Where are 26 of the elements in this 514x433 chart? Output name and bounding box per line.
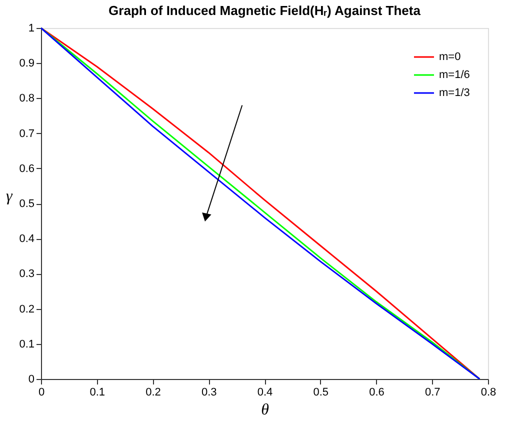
x-tick-label: 0.8: [480, 386, 496, 398]
chart-title: Graph of Induced Magnetic Field(Hᵣ) Against Theta: [108, 3, 422, 18]
y-axis-title: γ: [6, 188, 14, 205]
x-tick-label: 0: [38, 386, 45, 398]
x-tick-label: 0.2: [146, 386, 161, 398]
y-tick-label: 0.8: [19, 92, 34, 105]
y-tick-label: 0.4: [19, 233, 34, 246]
legend-label: m=1/3: [439, 87, 470, 99]
legend-label: m=0: [439, 51, 461, 63]
y-tick-label: 0.6: [19, 162, 34, 175]
y-tick-label: 0.1: [19, 338, 34, 350]
y-tick-label: 0.2: [19, 303, 34, 316]
x-tick-label: 0.3: [201, 386, 217, 398]
x-tick-label: 0.7: [424, 386, 440, 398]
y-tick-label: 1: [28, 22, 34, 34]
x-tick-label: 0.5: [313, 386, 329, 398]
y-tick-label: 0: [28, 374, 34, 386]
y-tick-label: 0.3: [19, 268, 34, 280]
y-tick-label: 0.5: [19, 198, 34, 210]
x-tick-label: 0.6: [369, 386, 384, 398]
y-tick-label: 0.7: [19, 128, 34, 140]
legend-label: m=1/6: [439, 69, 470, 81]
x-axis-title: θ: [261, 402, 270, 418]
y-tick-label: 0.9: [19, 58, 34, 70]
x-tick-label: 0.1: [90, 386, 106, 398]
x-tick-label: 0.4: [257, 386, 273, 398]
